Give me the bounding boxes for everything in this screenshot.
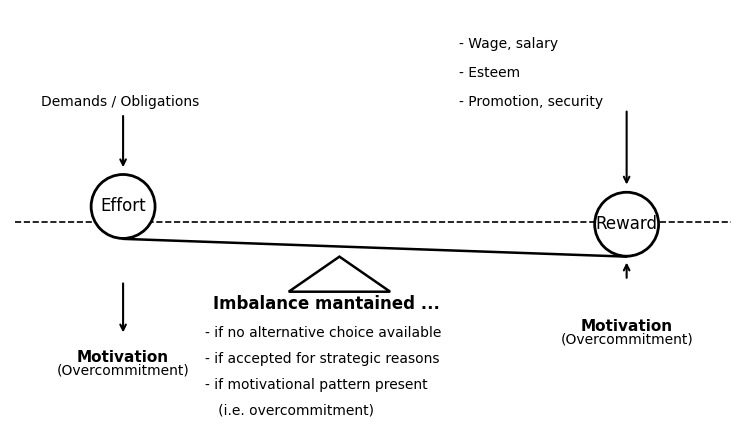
Text: Reward: Reward bbox=[595, 215, 658, 233]
Text: Imbalance mantained ...: Imbalance mantained ... bbox=[213, 295, 439, 313]
Text: - if no alternative choice available: - if no alternative choice available bbox=[205, 326, 442, 340]
Text: Effort: Effort bbox=[100, 198, 146, 215]
Text: - Esteem: - Esteem bbox=[459, 66, 520, 80]
Ellipse shape bbox=[595, 192, 659, 256]
Text: Motivation: Motivation bbox=[580, 319, 673, 334]
Text: Demands / Obligations: Demands / Obligations bbox=[41, 95, 199, 109]
Ellipse shape bbox=[91, 174, 155, 238]
Text: (i.e. overcommitment): (i.e. overcommitment) bbox=[205, 403, 374, 417]
Text: - Promotion, security: - Promotion, security bbox=[459, 95, 603, 109]
Text: (Overcommitment): (Overcommitment) bbox=[560, 333, 693, 347]
Text: - Wage, salary: - Wage, salary bbox=[459, 37, 558, 52]
Text: (Overcommitment): (Overcommitment) bbox=[57, 364, 189, 378]
Text: - if accepted for strategic reasons: - if accepted for strategic reasons bbox=[205, 352, 439, 366]
Text: Motivation: Motivation bbox=[77, 350, 169, 365]
Text: - if motivational pattern present: - if motivational pattern present bbox=[205, 377, 427, 392]
